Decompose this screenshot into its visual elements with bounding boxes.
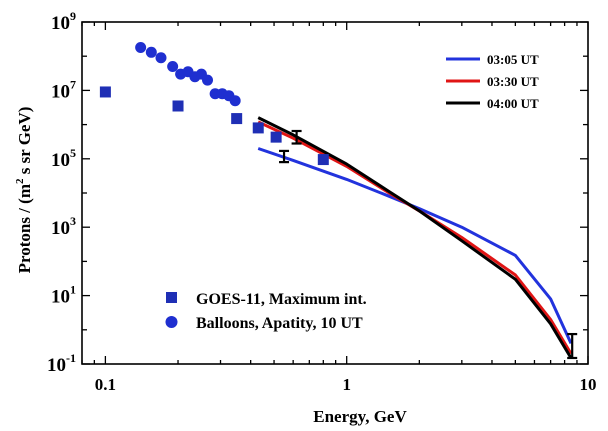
- y-tick-label: 103: [51, 214, 76, 239]
- x-tick-label: 1: [342, 375, 351, 394]
- y-tick-base: 10: [51, 150, 70, 171]
- x-tick-label: 0.1: [95, 375, 116, 394]
- y-tick-base: 10: [51, 287, 70, 308]
- data-point-circle: [145, 46, 157, 58]
- data-point-square: [172, 100, 184, 112]
- legend-marker-label: GOES-11, Maximum int.: [196, 291, 367, 308]
- y-tick-base: 10: [51, 81, 70, 102]
- legend-marker-label: Balloons, Apatity, 10 UT: [196, 315, 363, 332]
- y-tick-label: 105: [51, 146, 76, 171]
- y-tick-exp: 3: [70, 214, 76, 228]
- y-tick-exp: 5: [70, 146, 76, 160]
- y-tick-label: 10-1: [47, 351, 76, 376]
- data-point-square: [270, 131, 282, 143]
- y-tick-exp: -1: [66, 351, 76, 365]
- data-point-circle: [167, 60, 179, 72]
- x-axis-label: Energy, GeV: [313, 407, 407, 426]
- legend-square-icon: [166, 292, 177, 303]
- y-axis-label-rest: s sr GeV): [15, 107, 34, 179]
- y-tick-label: 101: [51, 283, 76, 308]
- data-point-square: [252, 122, 264, 134]
- y-axis-label-sup: 2: [14, 178, 26, 184]
- y-tick-base: 10: [51, 218, 70, 239]
- model-lines: [257, 116, 573, 359]
- data-point-square: [317, 154, 329, 166]
- y-tick-label: 109: [51, 9, 76, 34]
- legend-line-label: 03:05 UT: [487, 52, 539, 67]
- error-bars: [279, 129, 578, 360]
- data-markers: [99, 41, 329, 166]
- axis-ticks: [81, 21, 589, 365]
- legend-circle-icon: [165, 316, 178, 328]
- y-tick-exp: 9: [70, 9, 76, 23]
- x-tick-label: 10: [580, 375, 597, 394]
- y-tick-base: 10: [51, 13, 70, 34]
- data-point-circle: [229, 95, 241, 107]
- legend-line-label: 04:00 UT: [487, 96, 539, 111]
- line-legend: 03:05 UT 03:30 UT 04:00 UT: [446, 52, 539, 111]
- data-point-square: [99, 86, 111, 98]
- data-point-circle: [155, 52, 167, 64]
- data-point-square: [231, 113, 243, 125]
- marker-legend: GOES-11, Maximum int. Balloons, Apatity, …: [165, 291, 367, 332]
- series-line: [257, 116, 573, 359]
- series-line: [257, 147, 573, 345]
- data-point-circle: [202, 74, 214, 86]
- data-point-circle: [135, 41, 147, 53]
- y-tick-base: 10: [47, 355, 66, 376]
- y-tick-label: 107: [51, 77, 76, 102]
- legend-line-label: 03:30 UT: [487, 74, 539, 89]
- y-tick-exp: 7: [70, 77, 76, 91]
- y-axis-label: Protons / (m2 s sr GeV): [14, 107, 34, 274]
- y-tick-exp: 1: [70, 283, 76, 297]
- y-axis-label-main: Protons / (m: [15, 184, 34, 273]
